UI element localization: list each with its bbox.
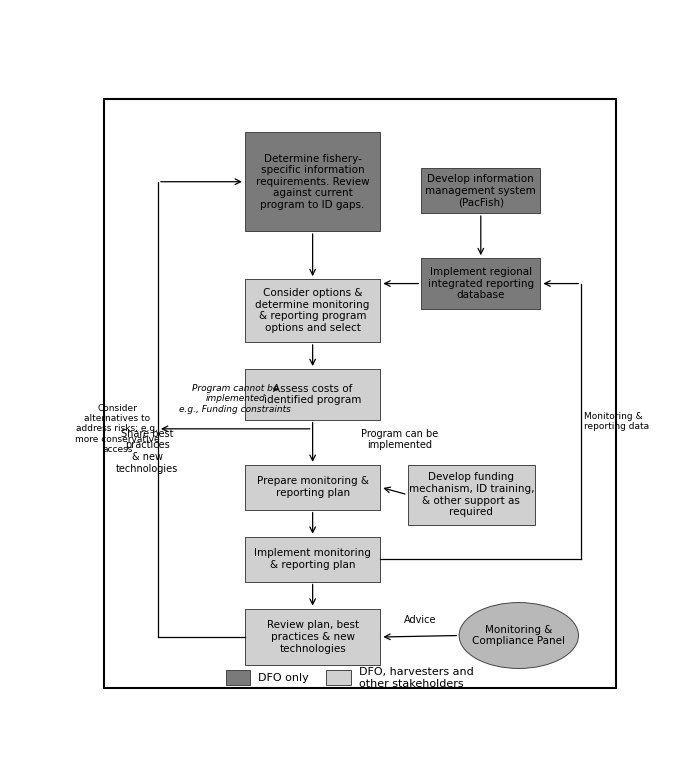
FancyBboxPatch shape <box>326 671 351 685</box>
FancyBboxPatch shape <box>104 100 617 688</box>
FancyBboxPatch shape <box>245 279 381 342</box>
FancyBboxPatch shape <box>407 464 535 524</box>
Text: Program cannot be
implemented
e.g., Funding constraints: Program cannot be implemented e.g., Fund… <box>179 384 291 414</box>
Text: Determine fishery-
specific information
requirements. Review
against current
pro: Determine fishery- specific information … <box>256 153 370 210</box>
Text: Develop information
management system
(PacFish): Develop information management system (P… <box>426 174 536 207</box>
Ellipse shape <box>459 603 578 668</box>
Text: Prepare monitoring &
reporting plan: Prepare monitoring & reporting plan <box>257 476 369 498</box>
Text: Share best
practices
& new
technologies: Share best practices & new technologies <box>116 429 178 474</box>
FancyBboxPatch shape <box>245 537 381 582</box>
Text: Consider options &
determine monitoring
& reporting program
options and select: Consider options & determine monitoring … <box>256 288 370 333</box>
Text: Consider
alternatives to
address risks; e.g.
more conservative
access: Consider alternatives to address risks; … <box>75 404 160 454</box>
Text: Implement monitoring
& reporting plan: Implement monitoring & reporting plan <box>254 548 371 570</box>
FancyBboxPatch shape <box>245 132 381 231</box>
Text: Implement regional
integrated reporting
database: Implement regional integrated reporting … <box>428 267 534 300</box>
Text: Develop funding
mechanism, ID training,
& other support as
required: Develop funding mechanism, ID training, … <box>409 472 534 517</box>
Text: Monitoring &
reporting data: Monitoring & reporting data <box>584 412 649 431</box>
Text: DFO, harvesters and
other stakeholders: DFO, harvesters and other stakeholders <box>358 667 473 689</box>
Text: Advice: Advice <box>403 615 436 625</box>
FancyBboxPatch shape <box>245 369 381 420</box>
Text: Program can be
implemented: Program can be implemented <box>360 429 438 450</box>
FancyBboxPatch shape <box>421 168 540 213</box>
Text: Assess costs of
identified program: Assess costs of identified program <box>264 384 361 405</box>
Text: DFO only: DFO only <box>258 673 309 683</box>
Text: Review plan, best
practices & new
technologies: Review plan, best practices & new techno… <box>267 620 358 654</box>
Text: Monitoring &
Compliance Panel: Monitoring & Compliance Panel <box>473 625 566 647</box>
FancyBboxPatch shape <box>226 671 251 685</box>
FancyBboxPatch shape <box>245 464 381 510</box>
FancyBboxPatch shape <box>421 258 540 309</box>
FancyBboxPatch shape <box>245 608 381 665</box>
